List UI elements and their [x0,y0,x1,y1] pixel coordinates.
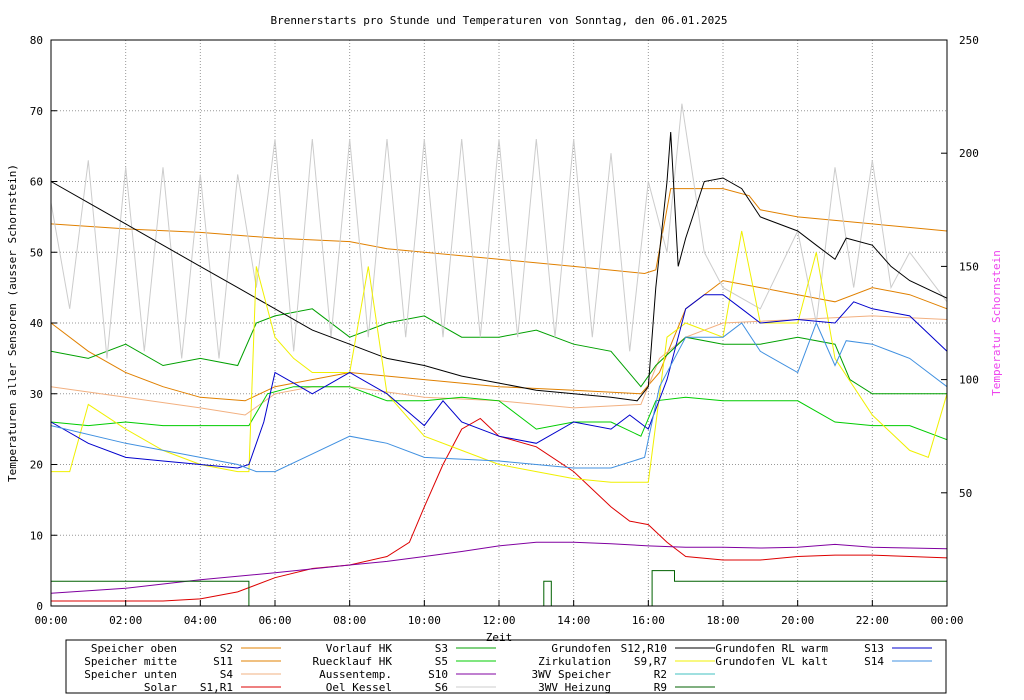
y2-axis-ticks: 50 100 150 200 250 [941,34,979,500]
y-tick-label: 60 [30,176,43,189]
legend-label: Zirkulation [538,655,611,668]
x-tick-label: 16:00 [632,614,665,627]
y2-tick-label: 200 [959,147,979,160]
y-axis-ticks: 0 10 20 30 40 50 60 70 80 [30,34,57,613]
legend-code: S10 [428,668,448,681]
x-tick-label: 22:00 [856,614,889,627]
legend-box [65,639,947,694]
legend-code: S1,R1 [200,681,233,694]
legend-code: S11 [213,655,233,668]
legend-label: 3WV Speicher [532,668,612,681]
legend-code: S14 [864,655,884,668]
series-line [50,541,948,594]
y-tick-label: 30 [30,388,43,401]
y2-tick-label: 50 [959,487,972,500]
legend-code: S5 [435,655,448,668]
legend-label: Ruecklauf HK [313,655,393,668]
legend: Speicher oben S2 Vorlauf HK S3 Grundofen S12,… [84,642,932,694]
chart-title: Brennerstarts pro Stunde und Temperature… [271,14,728,27]
x-tick-label: 04:00 [184,614,217,627]
series-line [51,570,947,607]
y-tick-label: 0 [36,600,43,613]
legend-label: Aussentemp. [319,668,392,681]
legend-label: Vorlauf HK [326,642,393,655]
legend-label: Speicher oben [91,642,177,655]
y2-axis-label: Temperatur Schornstein [990,250,1003,396]
series-line [50,131,948,402]
series-line [51,417,948,602]
x-tick-label: 18:00 [706,614,739,627]
series-line [50,103,948,359]
legend-code: S3 [435,642,448,655]
legend-label: Grundofen [551,642,611,655]
legend-code: S13 [864,642,884,655]
legend-label: 3WV Heizung [538,681,611,694]
legend-code: S6 [435,681,448,694]
legend-label: Oel Kessel [326,681,392,694]
y2-tick-label: 100 [959,374,979,387]
legend-label: Speicher mitte [84,655,177,668]
series-lines [50,103,948,607]
x-tick-label: 00:00 [930,614,963,627]
x-tick-label: 12:00 [482,614,515,627]
legend-label: Solar [144,681,177,694]
y2-tick-label: 250 [959,34,979,47]
x-tick-label: 02:00 [109,614,142,627]
legend-label: Grundofen RL warm [715,642,828,655]
series-line [50,386,948,441]
series-line [51,230,948,483]
legend-code: S2 [220,642,233,655]
y-tick-label: 40 [30,317,43,330]
x-tick-label: 06:00 [258,614,291,627]
legend-label: Grundofen VL kalt [715,655,828,668]
series-line [50,280,948,402]
legend-code: S12,R10 [621,642,667,655]
y-tick-label: 50 [30,246,43,259]
legend-code: S9,R7 [634,655,667,668]
series-line [50,321,948,473]
y-axis-label: Temperaturen aller Sensoren (ausser Scho… [6,164,19,482]
legend-code: R9 [654,681,667,694]
x-tick-label: 14:00 [557,614,590,627]
y-tick-label: 80 [30,34,43,47]
y2-tick-label: 150 [959,260,979,273]
x-tick-label: 20:00 [781,614,814,627]
y-tick-label: 20 [30,459,43,472]
x-tick-label: 10:00 [408,614,441,627]
legend-label: Speicher unten [84,668,177,681]
x-tick-label: 00:00 [34,614,67,627]
y-tick-label: 70 [30,105,43,118]
legend-code: S4 [220,668,234,681]
x-axis-label: Zeit [486,631,513,644]
series-line [50,188,948,275]
x-axis-ticks: 00:00 02:00 04:00 06:00 08:00 10:00 12:00 14:00… [34,600,964,627]
x-tick-label: 08:00 [333,614,366,627]
y-tick-label: 10 [30,529,43,542]
legend-code: R2 [654,668,667,681]
